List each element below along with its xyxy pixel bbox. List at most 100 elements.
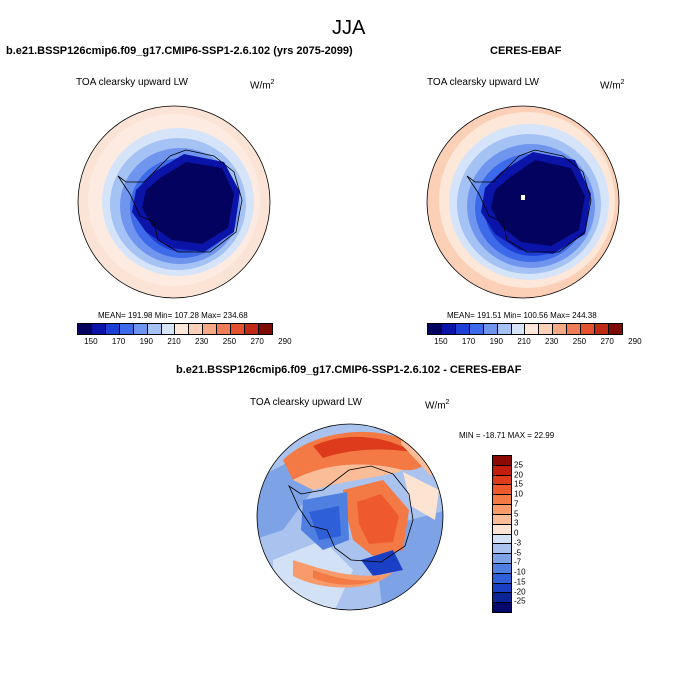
obs-units-label: W/m2 [600, 79, 625, 92]
diff-colorbar-tick-label: 7 [514, 499, 519, 509]
antarctic-coastline [466, 149, 592, 253]
diff-colorbar-swatch [493, 524, 511, 535]
model-colorbar-tick-label: 170 [111, 337, 126, 346]
model-colorbar-swatch [105, 324, 120, 334]
model-stats: MEAN= 191.98 Min= 107.28 Max= 234.68 [98, 311, 248, 320]
obs-colorbar-swatch [539, 324, 554, 334]
diff-colorbar-tick-label: -10 [514, 567, 526, 577]
obs-colorbar-tick-label: 190 [489, 337, 503, 346]
model-colorbar-swatch [133, 324, 148, 334]
diff-colorbar [492, 455, 512, 613]
model-colorbar-swatch [147, 324, 162, 334]
diff-colorbar-swatch [493, 593, 511, 604]
diff-colorbar-swatch [493, 534, 511, 545]
diff-colorbar-swatch [493, 583, 511, 594]
model-colorbar-swatch [91, 324, 106, 334]
model-colorbar-tick-label: 290 [278, 337, 292, 346]
obs-colorbar-swatch [483, 324, 498, 334]
model-polar-map [77, 105, 271, 299]
diff-colorbar-swatch [493, 475, 511, 486]
model-colorbar-tick-label: 250 [222, 337, 237, 346]
diff-colorbar-swatch [493, 495, 511, 506]
obs-colorbar-swatch [469, 324, 484, 334]
model-colorbar-swatch [189, 324, 204, 334]
diff-colorbar-swatch [493, 554, 511, 564]
model-colorbar [77, 323, 273, 335]
obs-colorbar-tick-label: 210 [517, 337, 531, 346]
obs-colorbar-tick-label: 230 [545, 337, 559, 346]
model-colorbar-swatch [175, 324, 190, 334]
model-colorbar-tick-label: 210 [167, 337, 181, 346]
model-colorbar-swatch [231, 324, 246, 334]
diff-colorbar-tick-label: 20 [514, 470, 523, 479]
diff-colorbar-tick-label: -25 [514, 596, 526, 606]
obs-polar-map [426, 105, 620, 299]
diff-colorbar-tick-label: 10 [514, 489, 523, 499]
diff-colorbar-tick-label: -15 [514, 577, 526, 587]
model-colorbar-swatch [258, 324, 272, 334]
diff-colorbar-swatches [492, 455, 512, 613]
model-colorbar-swatch [119, 324, 134, 334]
model-panel-title: b.e21.BSSP126cmip6.f09_g17.CMIP6-SSP1-2.… [6, 45, 353, 57]
obs-colorbar-swatch [567, 324, 582, 334]
obs-colorbar-swatch [428, 324, 442, 334]
diff-colorbar-tick-label: -7 [514, 557, 522, 567]
obs-colorbar-swatch [553, 324, 568, 334]
obs-variable-label: TOA clearsky upward LW [427, 77, 539, 88]
obs-stats: MEAN= 191.51 Min= 100.56 Max= 244.38 [447, 311, 597, 320]
obs-colorbar-tick-label: 270 [600, 337, 614, 346]
diff-colorbar-tick-label: 25 [514, 460, 523, 470]
diff-colorbar-tick-label: 3 [514, 518, 519, 528]
antarctic-coastline [117, 149, 243, 253]
model-colorbar-swatch [78, 324, 92, 334]
antarctic-coastline [288, 465, 414, 563]
model-colorbar-swatch [245, 324, 259, 334]
obs-colorbar-swatch [525, 324, 540, 334]
obs-colorbar-swatch [608, 324, 622, 334]
diff-colorbar-tick-label: 15 [514, 479, 523, 489]
diff-colorbar-swatch [493, 456, 511, 466]
diff-colorbar-swatch [493, 505, 511, 515]
diff-colorbar-swatch [493, 603, 511, 612]
diff-colorbar-swatch [493, 563, 511, 574]
diff-colorbar-swatch [493, 485, 511, 496]
obs-colorbar-tick-label: 290 [628, 337, 642, 346]
diff-units-label: W/m2 [425, 399, 450, 412]
diff-colorbar-swatch [493, 573, 511, 584]
model-colorbar-tick-label: 190 [139, 337, 153, 346]
diff-colorbar-tick-label: -20 [514, 587, 526, 596]
diff-colorbar-tick-label: -5 [514, 548, 522, 557]
diff-colorbar-swatch [493, 514, 511, 525]
model-colorbar-tick-label: 230 [195, 337, 209, 346]
obs-colorbar-swatch [511, 324, 526, 334]
model-colorbar-swatches [77, 323, 273, 335]
model-colorbar-swatch [217, 324, 232, 334]
diff-colorbar-swatch [493, 465, 511, 476]
obs-colorbar-tick-label: 250 [572, 337, 587, 346]
model-units-label: W/m2 [250, 79, 275, 92]
model-colorbar-swatch [161, 324, 176, 334]
diff-colorbar-tick-label: -3 [514, 538, 522, 548]
diff-colorbar-tick-label: 0 [514, 528, 519, 538]
diff-variable-label: TOA clearsky upward LW [250, 397, 362, 408]
model-colorbar-swatch [203, 324, 218, 334]
diff-colorbar-tick-label: 5 [514, 509, 519, 518]
model-colorbar-labels: 150 170 190 210 230 250 270 290 [77, 337, 291, 349]
diff-polar-map [256, 423, 444, 611]
obs-colorbar-swatch [595, 324, 609, 334]
model-variable-label: TOA clearsky upward LW [76, 77, 188, 88]
obs-colorbar-tick-label: 150 [434, 337, 448, 346]
model-colorbar-tick-label: 150 [84, 337, 98, 346]
obs-panel-title: CERES-EBAF [490, 45, 562, 57]
obs-colorbar-tick-label: 170 [461, 337, 476, 346]
diff-colorbar-labels: 25 20 15 10 7 5 3 0 -3 -5 -7 -10 -15 -20 -25 [514, 455, 554, 613]
obs-colorbar-swatch [455, 324, 470, 334]
diff-panel-title: b.e21.BSSP126cmip6.f09_g17.CMIP6-SSP1-2.… [176, 364, 522, 376]
obs-colorbar-swatches [427, 323, 623, 335]
obs-colorbar-labels: 150 170 190 210 230 250 270 290 [427, 337, 641, 349]
obs-colorbar-swatch [441, 324, 456, 334]
diff-colorbar-swatch [493, 544, 511, 555]
model-colorbar-tick-label: 270 [250, 337, 264, 346]
obs-colorbar-swatch [497, 324, 512, 334]
obs-colorbar [427, 323, 623, 335]
